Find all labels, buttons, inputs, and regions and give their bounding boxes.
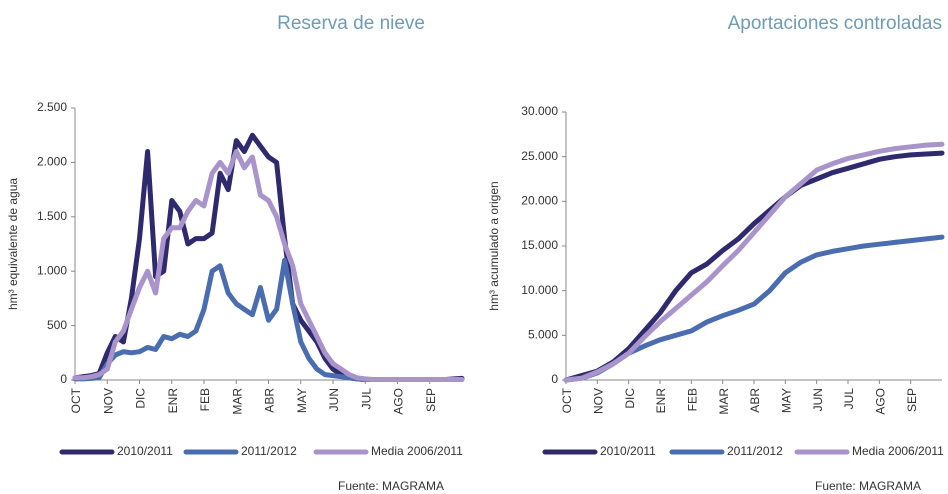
y-axis-label: hm³ equivalente de agua xyxy=(6,178,20,310)
y-tick-label: 10.000 xyxy=(521,283,558,297)
y-tick-label: 500 xyxy=(47,318,67,332)
x-tick-label: AGO xyxy=(392,388,406,415)
x-tick-label: ENR xyxy=(166,388,180,414)
x-tick-label: OCT xyxy=(69,387,83,413)
y-tick-label: 1.000 xyxy=(37,263,67,277)
y-tick-label: 1.500 xyxy=(37,209,67,223)
y-tick-label: 30.000 xyxy=(521,104,558,118)
legend-label: 2010/2011 xyxy=(117,444,173,458)
legend-label: 2010/2011 xyxy=(600,444,656,458)
x-tick-label: JUN xyxy=(811,388,825,411)
source-note: Fuente: MAGRAMA xyxy=(815,479,921,493)
x-tick-label: NOV xyxy=(101,388,115,414)
chart-title: Aportaciones controladas xyxy=(728,13,942,34)
x-tick-label: DIC xyxy=(134,388,148,409)
x-tick-label: ENR xyxy=(654,388,668,414)
x-tick-label: MAY xyxy=(295,388,309,413)
y-tick-label: 2.000 xyxy=(37,155,67,169)
series-line xyxy=(72,149,465,382)
y-tick-label: 15.000 xyxy=(521,238,558,252)
x-tick-label: MAY xyxy=(780,388,794,413)
x-tick-label: ABR xyxy=(263,388,277,413)
series-line xyxy=(563,141,945,383)
source-note: Fuente: MAGRAMA xyxy=(338,479,444,493)
series-line xyxy=(563,150,945,383)
x-tick-label: ABR xyxy=(748,388,762,413)
y-tick-label: 0 xyxy=(60,372,67,386)
x-tick-label: NOV xyxy=(592,388,606,414)
x-tick-label: JUN xyxy=(327,388,341,411)
y-axis-label: hm³ acumulado a origen xyxy=(487,181,501,310)
y-tick-label: 20.000 xyxy=(521,194,558,208)
x-tick-label: OCT xyxy=(560,387,574,413)
y-tick-label: 2.500 xyxy=(37,100,67,114)
series-line xyxy=(72,132,465,382)
x-tick-label: FEB xyxy=(686,388,700,411)
y-tick-label: 5.000 xyxy=(528,328,558,342)
legend-label: Media 2006/2011 xyxy=(371,444,463,458)
chart-title: Reserva de nieve xyxy=(277,13,425,34)
y-tick-label: 25.000 xyxy=(521,149,558,163)
legend-label: 2011/2012 xyxy=(727,444,783,458)
x-tick-label: AGO xyxy=(874,388,888,415)
legend-label: Media 2006/2011 xyxy=(852,444,944,458)
x-tick-label: SEP xyxy=(424,388,438,412)
x-tick-label: MAR xyxy=(230,388,244,415)
x-tick-label: FEB xyxy=(198,388,212,411)
y-tick-label: 0 xyxy=(551,372,558,386)
x-tick-label: SEP xyxy=(905,388,919,412)
x-tick-label: DIC xyxy=(623,388,637,409)
x-tick-label: JUL xyxy=(359,388,373,410)
legend-label: 2011/2012 xyxy=(241,444,297,458)
x-tick-label: MAR xyxy=(717,388,731,415)
x-tick-label: JUL xyxy=(842,388,856,410)
